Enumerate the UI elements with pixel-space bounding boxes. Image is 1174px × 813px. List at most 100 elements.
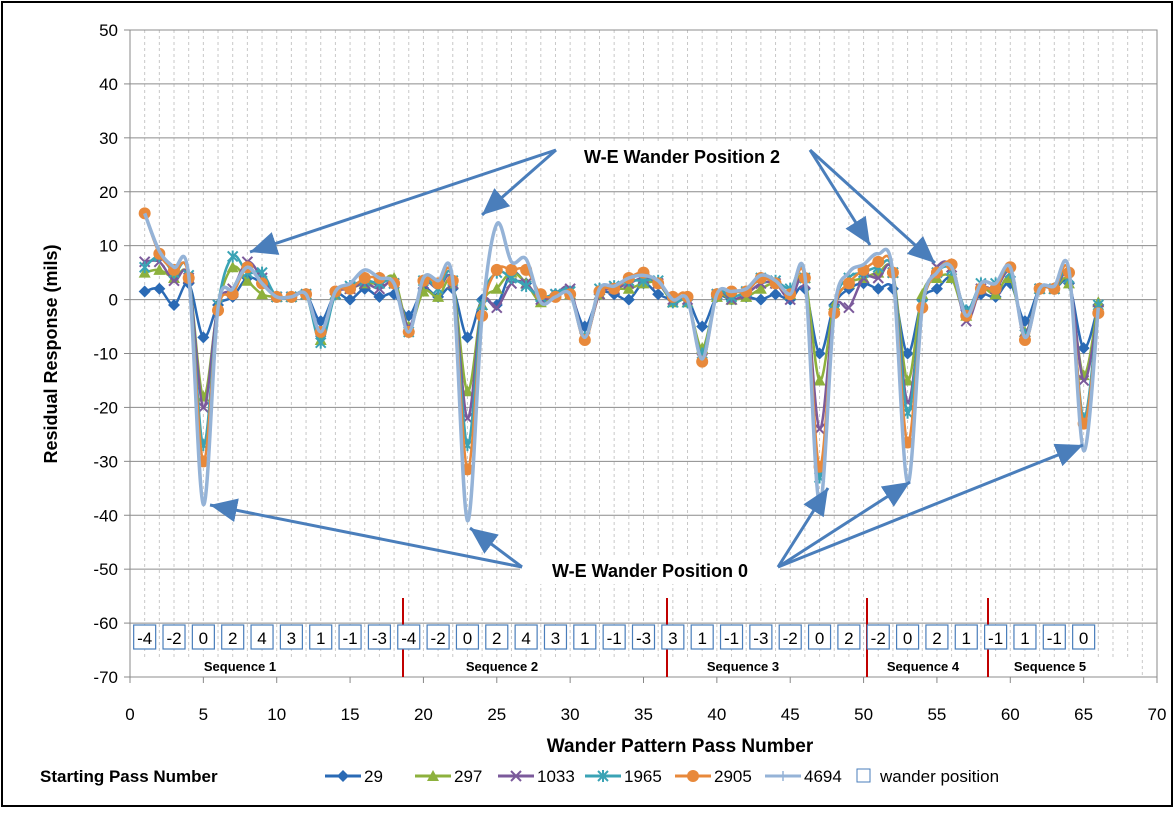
marker xyxy=(432,290,445,302)
wander-label: 1 xyxy=(580,629,589,648)
x-tick-label: 35 xyxy=(634,705,653,724)
wander-box: -1 xyxy=(984,624,1008,650)
sequence-band xyxy=(140,658,1140,676)
wander-frame xyxy=(191,624,215,650)
wander-frame xyxy=(162,624,186,650)
marker xyxy=(241,274,254,286)
marker xyxy=(505,263,518,276)
marker xyxy=(256,288,269,300)
plot xyxy=(138,207,1105,523)
y-tick-label: -60 xyxy=(93,614,118,633)
sequence-label: Sequence 3 xyxy=(707,659,779,674)
x-tick-label: 55 xyxy=(927,705,946,724)
wander-label: 1 xyxy=(697,629,706,648)
arrow xyxy=(481,148,557,217)
legend-marker xyxy=(687,770,699,782)
wander-box: 3 xyxy=(279,624,303,650)
legend: 29 297 1033 1965 2905 4694 wander position xyxy=(325,767,999,786)
wander-frame xyxy=(250,624,274,650)
x-tick-label: 20 xyxy=(414,705,433,724)
wander-label: -2 xyxy=(871,629,886,648)
marker xyxy=(153,263,166,275)
wander-label: -1 xyxy=(343,629,358,648)
wander-label: 3 xyxy=(551,629,560,648)
arrow xyxy=(808,149,872,246)
arrow xyxy=(249,148,557,255)
wander-frame xyxy=(543,624,568,650)
marker xyxy=(461,331,474,344)
wander-box: 0 xyxy=(1072,624,1096,650)
x-tick-label: 5 xyxy=(199,705,208,724)
wander-box: 2 xyxy=(925,624,949,650)
wander-box: -3 xyxy=(367,624,392,650)
wander-box: 3 xyxy=(543,624,568,650)
marker xyxy=(490,282,503,294)
marker xyxy=(197,331,210,344)
wander-frame xyxy=(807,624,832,650)
sequence-area: Sequence 1 Sequence 2 Sequence 3 Sequenc… xyxy=(133,598,1140,677)
arrow xyxy=(777,480,911,569)
marker xyxy=(226,261,239,273)
y-tick-label: -30 xyxy=(93,452,118,471)
x-tick-label: 0 xyxy=(125,705,134,724)
marker xyxy=(842,277,855,290)
wander-box: -2 xyxy=(426,624,450,650)
wander-label: -4 xyxy=(137,629,152,648)
legend-marker xyxy=(778,771,788,781)
legend-title: Starting Pass Number xyxy=(40,767,218,786)
wander-box: 0 xyxy=(895,624,920,650)
marker xyxy=(138,261,151,274)
wander-label: 0 xyxy=(463,629,472,648)
wander-label: 2 xyxy=(844,629,853,648)
wander-box: -2 xyxy=(162,624,186,650)
marker xyxy=(872,272,884,284)
marker xyxy=(696,320,709,333)
y-tick-label: 20 xyxy=(99,183,118,202)
sequence-label: Sequence 1 xyxy=(204,659,276,674)
wander-frame xyxy=(309,624,333,650)
wander-box: 1 xyxy=(954,624,978,650)
wander-frame xyxy=(984,624,1008,650)
wander-label: 0 xyxy=(815,629,824,648)
marker xyxy=(769,288,782,301)
wander-label: -2 xyxy=(431,629,446,648)
wander-box: 0 xyxy=(807,624,832,650)
grid xyxy=(124,29,1158,683)
wander-box: -1 xyxy=(1042,624,1066,650)
marker xyxy=(754,282,767,294)
wander-label: 1 xyxy=(962,629,971,648)
marker xyxy=(226,250,239,263)
sequence-label: Sequence 4 xyxy=(887,659,960,674)
wander-label: -1 xyxy=(1047,629,1062,648)
legend-marker xyxy=(856,768,871,783)
legend-label: 29 xyxy=(364,767,383,786)
marker xyxy=(989,282,1002,295)
annotation: W-E Wander Position 2 xyxy=(584,147,780,167)
arrow xyxy=(209,498,523,569)
wander-box: 2 xyxy=(221,624,245,650)
wander-frame xyxy=(279,624,303,650)
annotation-arrows xyxy=(249,148,937,265)
wander-frame xyxy=(866,624,890,650)
x-tick-label: 60 xyxy=(1001,705,1020,724)
wander-box: 2 xyxy=(837,624,861,650)
wander-frame xyxy=(1042,624,1066,650)
marker xyxy=(373,290,386,303)
legend-label: 297 xyxy=(454,767,482,786)
marker xyxy=(491,301,503,314)
wander-label: 3 xyxy=(668,629,677,648)
marker xyxy=(153,282,166,295)
x-tick-label: 40 xyxy=(707,705,726,724)
x-tick-label: 15 xyxy=(341,705,360,724)
marker xyxy=(256,266,268,279)
marker xyxy=(622,282,635,294)
arrow xyxy=(776,487,830,568)
wander-label: -2 xyxy=(166,629,181,648)
wander-frame xyxy=(954,624,978,650)
wander-box: -3 xyxy=(631,624,656,650)
annotation-box xyxy=(520,556,780,584)
marker xyxy=(520,280,532,293)
legend-marker xyxy=(427,770,439,781)
annotation-box xyxy=(554,142,810,172)
wander-frame xyxy=(133,624,157,650)
